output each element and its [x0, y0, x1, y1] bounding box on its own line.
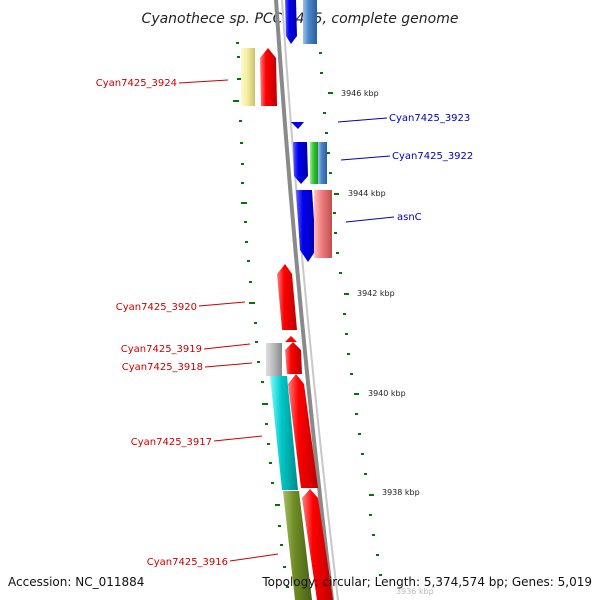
gene-salmon-asnC[interactable] [314, 190, 332, 258]
gene-blue-3923[interactable] [291, 122, 304, 129]
scale-label-3936: 3936 kbp [396, 587, 434, 596]
gene-blue-asnC[interactable] [296, 190, 316, 262]
gene-green-3922[interactable] [310, 142, 318, 184]
scale-label-3938: 3938 kbp [382, 488, 420, 497]
gene-gray-3918[interactable] [266, 343, 282, 376]
gene-label-3923[interactable]: Cyan7425_3923 [389, 113, 470, 124]
gene-red-3917[interactable] [288, 374, 318, 488]
map-title: Cyanothece sp. PCC 7425, complete genome [142, 11, 459, 27]
gene-label-3919[interactable]: Cyan7425_3919 [121, 344, 202, 355]
gene-cyan-3917[interactable] [270, 376, 298, 490]
gene-label-3918[interactable]: Cyan7425_3918 [122, 362, 203, 373]
gene-red-3924[interactable] [260, 48, 277, 106]
gene-red-3918[interactable] [285, 342, 302, 374]
gene-steelblue-3922[interactable] [318, 142, 327, 184]
scale-label-3942: 3942 kbp [357, 289, 395, 298]
gene-red-3919[interactable] [285, 336, 297, 342]
gene-blue-top[interactable] [285, 0, 297, 44]
topology-text: Topology: circular; Length: 5,374,574 bp… [261, 575, 592, 589]
tick-arc-right [319, 52, 382, 576]
scale-label-3946: 3946 kbp [341, 89, 379, 98]
gene-label-3920[interactable]: Cyan7425_3920 [116, 302, 197, 313]
gene-label-asnC[interactable]: asnC [397, 212, 422, 223]
gene-label-3924[interactable]: Cyan7425_3924 [96, 78, 177, 89]
gene-label-3916[interactable]: Cyan7425_3916 [147, 557, 228, 568]
gene-olive-3916[interactable] [283, 491, 312, 600]
tick-arc-left [233, 42, 289, 588]
scale-label-3940: 3940 kbp [368, 389, 406, 398]
gene-blue-3922[interactable] [293, 142, 308, 184]
gene-red-3916[interactable] [302, 489, 333, 600]
gene-red-3920[interactable] [277, 264, 297, 330]
accession-text: Accession: NC_011884 [8, 575, 144, 589]
gene-label-3917[interactable]: Cyan7425_3917 [131, 437, 212, 448]
gene-label-3922[interactable]: Cyan7425_3922 [392, 151, 473, 162]
leader-lines-right [337, 117, 395, 223]
gene-steelblue-top[interactable] [303, 0, 317, 44]
backbone-outer [274, 0, 334, 600]
leader-lines-left [178, 79, 279, 562]
gene-yellow-3924[interactable] [241, 48, 255, 106]
scale-label-3944: 3944 kbp [348, 189, 386, 198]
backbone-inner [281, 0, 339, 600]
